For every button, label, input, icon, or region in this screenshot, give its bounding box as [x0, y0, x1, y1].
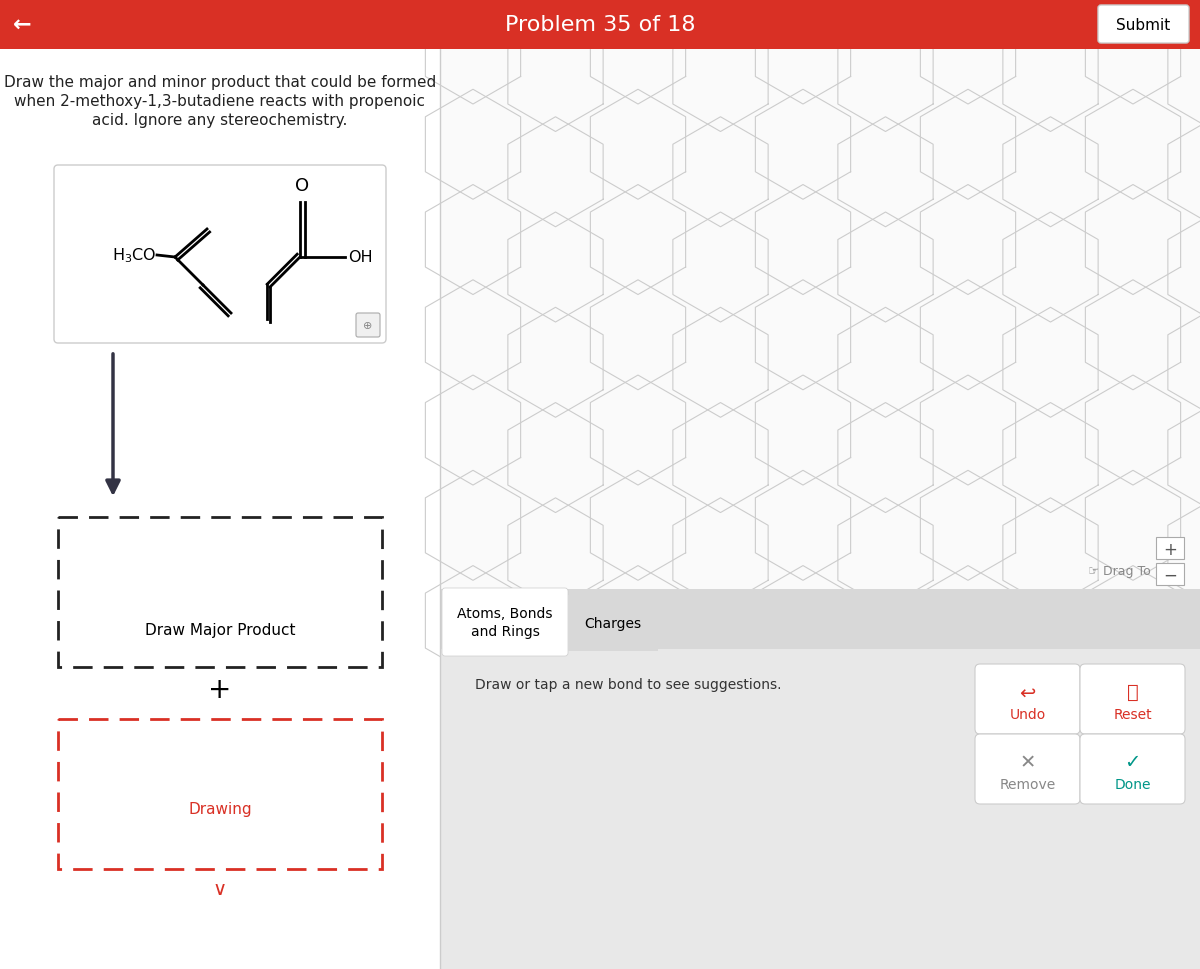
Bar — [568, 595, 658, 651]
FancyBboxPatch shape — [1080, 735, 1186, 804]
Text: Drawing: Drawing — [188, 801, 252, 817]
Text: Drag To Pan: Drag To Pan — [1103, 565, 1177, 578]
Text: 🗑: 🗑 — [1127, 682, 1139, 702]
Text: ⊕: ⊕ — [364, 321, 373, 330]
Bar — [58, 719, 382, 869]
Bar — [440, 589, 1200, 649]
Text: ☞: ☞ — [1087, 565, 1099, 578]
FancyBboxPatch shape — [974, 665, 1080, 735]
FancyBboxPatch shape — [1080, 665, 1186, 735]
Text: O: O — [295, 176, 310, 195]
Text: Reset: Reset — [1114, 707, 1152, 721]
Text: ✓: ✓ — [1124, 753, 1141, 771]
Text: +: + — [1163, 541, 1177, 558]
Text: acid. Ignore any stereochemistry.: acid. Ignore any stereochemistry. — [92, 112, 348, 128]
Bar — [1156, 538, 1184, 559]
Text: Draw the major and minor product that could be formed: Draw the major and minor product that co… — [4, 75, 436, 90]
FancyBboxPatch shape — [974, 735, 1080, 804]
Text: −: − — [1163, 567, 1177, 584]
Text: OH: OH — [348, 250, 373, 266]
Bar — [0, 50, 440, 969]
Text: ∨: ∨ — [212, 880, 227, 898]
FancyBboxPatch shape — [1098, 6, 1189, 44]
Text: Draw or tap a new bond to see suggestions.: Draw or tap a new bond to see suggestion… — [475, 677, 781, 691]
Text: ↩: ↩ — [1019, 682, 1036, 702]
Bar — [58, 517, 382, 668]
Bar — [0, 0, 1200, 50]
Text: Problem 35 of 18: Problem 35 of 18 — [505, 15, 695, 35]
Text: Remove: Remove — [1000, 777, 1056, 791]
Text: Done: Done — [1115, 777, 1151, 791]
FancyBboxPatch shape — [54, 166, 386, 344]
Text: Atoms, Bonds
and Rings: Atoms, Bonds and Rings — [457, 607, 553, 639]
Bar — [1156, 563, 1184, 585]
Text: ✕: ✕ — [1019, 753, 1036, 771]
Bar — [440, 649, 1200, 969]
Bar — [440, 50, 1200, 589]
Text: Undo: Undo — [1009, 707, 1045, 721]
Text: +: + — [209, 675, 232, 703]
FancyBboxPatch shape — [356, 314, 380, 337]
FancyBboxPatch shape — [442, 588, 568, 656]
Text: Charges: Charges — [584, 616, 642, 631]
Text: Draw Major Product: Draw Major Product — [145, 622, 295, 638]
Text: H$_3$CO: H$_3$CO — [113, 246, 157, 266]
Text: when 2-methoxy-1,3-butadiene reacts with propenoic: when 2-methoxy-1,3-butadiene reacts with… — [14, 94, 426, 109]
Text: Submit: Submit — [1116, 17, 1171, 33]
Text: ←: ← — [13, 15, 31, 35]
